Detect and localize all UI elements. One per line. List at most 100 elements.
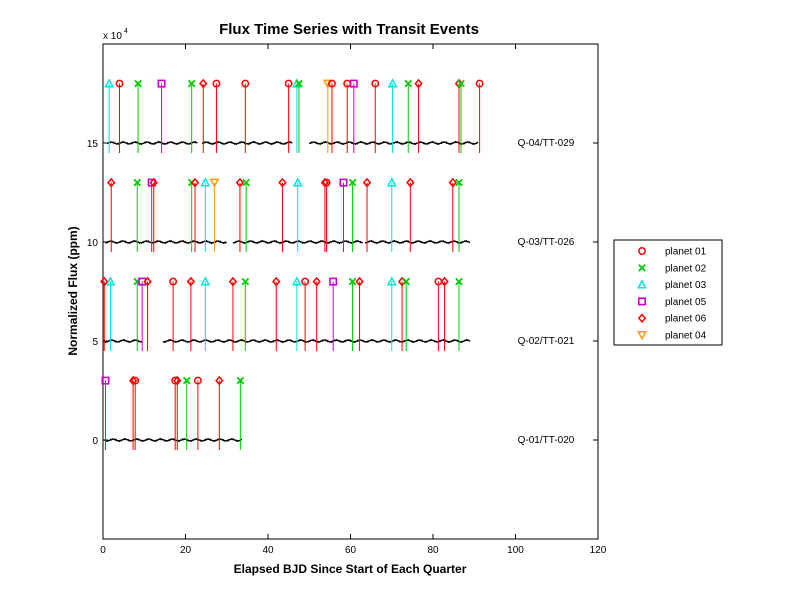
transit-marker [348, 277, 357, 286]
transit-marker [149, 177, 158, 188]
transit-marker [228, 276, 238, 287]
transit-marker [186, 276, 196, 287]
flux-series [104, 338, 143, 344]
transit-marker [171, 376, 180, 385]
transit-marker [193, 376, 202, 385]
transit-marker [100, 276, 109, 287]
transit-marker [215, 375, 224, 386]
transit-marker [190, 177, 200, 188]
transit-marker [200, 276, 211, 286]
transit-marker [292, 177, 303, 187]
transit-marker [104, 78, 115, 88]
legend-marker [637, 297, 646, 306]
transit-marker [386, 276, 397, 286]
transit-marker [209, 178, 220, 188]
transit-marker [322, 79, 333, 89]
transit-marker [455, 277, 463, 286]
x-tick-label: 80 [427, 545, 439, 556]
quarter-label: Q-01/TT-020 [518, 435, 575, 446]
quarter-series [104, 177, 471, 252]
y-axis-label: Normalized Flux (ppm) [66, 226, 80, 355]
transit-marker [105, 276, 116, 286]
transit-marker [278, 177, 287, 188]
legend-label: planet 06 [665, 314, 707, 325]
legend-label: planet 02 [665, 263, 707, 274]
y-scale-multiplier: x 10 [103, 31, 122, 42]
flux-series [308, 140, 479, 146]
transit-marker [235, 177, 245, 188]
transit-marker [320, 177, 330, 188]
transit-marker [131, 376, 140, 385]
quarter-label: Q-03/TT-026 [518, 237, 575, 248]
flux-series [201, 140, 293, 146]
transit-marker [236, 376, 245, 385]
transit-marker [406, 177, 415, 188]
transit-marker [349, 79, 358, 88]
y-scale-exponent: 4 [124, 28, 128, 35]
transit-marker [199, 78, 208, 89]
legend-marker [638, 263, 646, 272]
transit-marker [241, 79, 250, 88]
flux-series [104, 239, 227, 245]
transit-marker [448, 177, 457, 188]
legend-marker [638, 247, 646, 255]
transit-marker [355, 276, 364, 287]
y-axis: 0 5 10 15 [87, 139, 598, 447]
transit-marker [295, 79, 303, 88]
transit-marker [147, 178, 156, 187]
x-tick-label: 40 [262, 545, 274, 556]
transit-marker [312, 276, 321, 287]
quarter-label: Q-02/TT-021 [518, 336, 575, 347]
quarter-labels: Q-01/TT-020 Q-02/TT-021 Q-03/TT-026 Q-04/TT… [518, 138, 575, 446]
transit-marker [301, 277, 310, 286]
chart-title: Flux Time Series with Transit Events [219, 21, 479, 38]
transit-marker [387, 78, 398, 88]
transit-marker [475, 79, 484, 88]
legend-label: planet 01 [665, 247, 707, 258]
y-tick-label: 10 [87, 238, 99, 249]
transit-marker [327, 79, 336, 88]
legend-label: planet 03 [665, 280, 707, 291]
transit-marker [242, 178, 250, 187]
transit-marker [241, 277, 250, 286]
quarter-series [100, 276, 471, 351]
transit-marker [284, 79, 293, 88]
y-tick-label: 15 [87, 139, 99, 150]
transit-marker [143, 276, 152, 287]
quarter-label: Q-04/TT-029 [518, 138, 575, 149]
transit-marker [169, 277, 178, 286]
transit-marker [329, 277, 338, 286]
flux-series [106, 140, 198, 146]
transit-marker [101, 376, 110, 385]
transit-marker [182, 376, 191, 385]
transit-marker [371, 79, 380, 88]
transit-marker [362, 177, 372, 188]
transit-marker [291, 276, 302, 286]
transit-marker [128, 375, 138, 386]
transit-marker [173, 375, 182, 386]
transit-marker [200, 177, 211, 187]
quarter-series [101, 375, 245, 450]
transit-marker [157, 79, 166, 88]
x-axis: 0 20 40 60 80 100 120 [100, 44, 607, 556]
legend-box [613, 239, 723, 346]
transit-marker [138, 277, 147, 286]
quarter-series [104, 78, 484, 153]
x-tick-label: 20 [180, 545, 192, 556]
flux-series [104, 437, 243, 443]
transit-marker [339, 178, 348, 187]
x-axis-label: Elapsed BJD Since Start of Each Quarter [234, 562, 467, 576]
x-tick-label: 60 [345, 545, 357, 556]
y-tick-label: 0 [92, 436, 98, 447]
flux-series [364, 239, 471, 245]
transit-marker [212, 79, 221, 88]
legend-label: planet 04 [665, 331, 707, 342]
legend-label: planet 05 [665, 297, 707, 308]
x-tick-label: 0 [100, 545, 106, 556]
plot-area [102, 43, 599, 540]
transit-marker [272, 276, 281, 287]
legend-marker [637, 279, 647, 289]
transit-marker [107, 177, 116, 188]
transit-marker [455, 178, 463, 187]
